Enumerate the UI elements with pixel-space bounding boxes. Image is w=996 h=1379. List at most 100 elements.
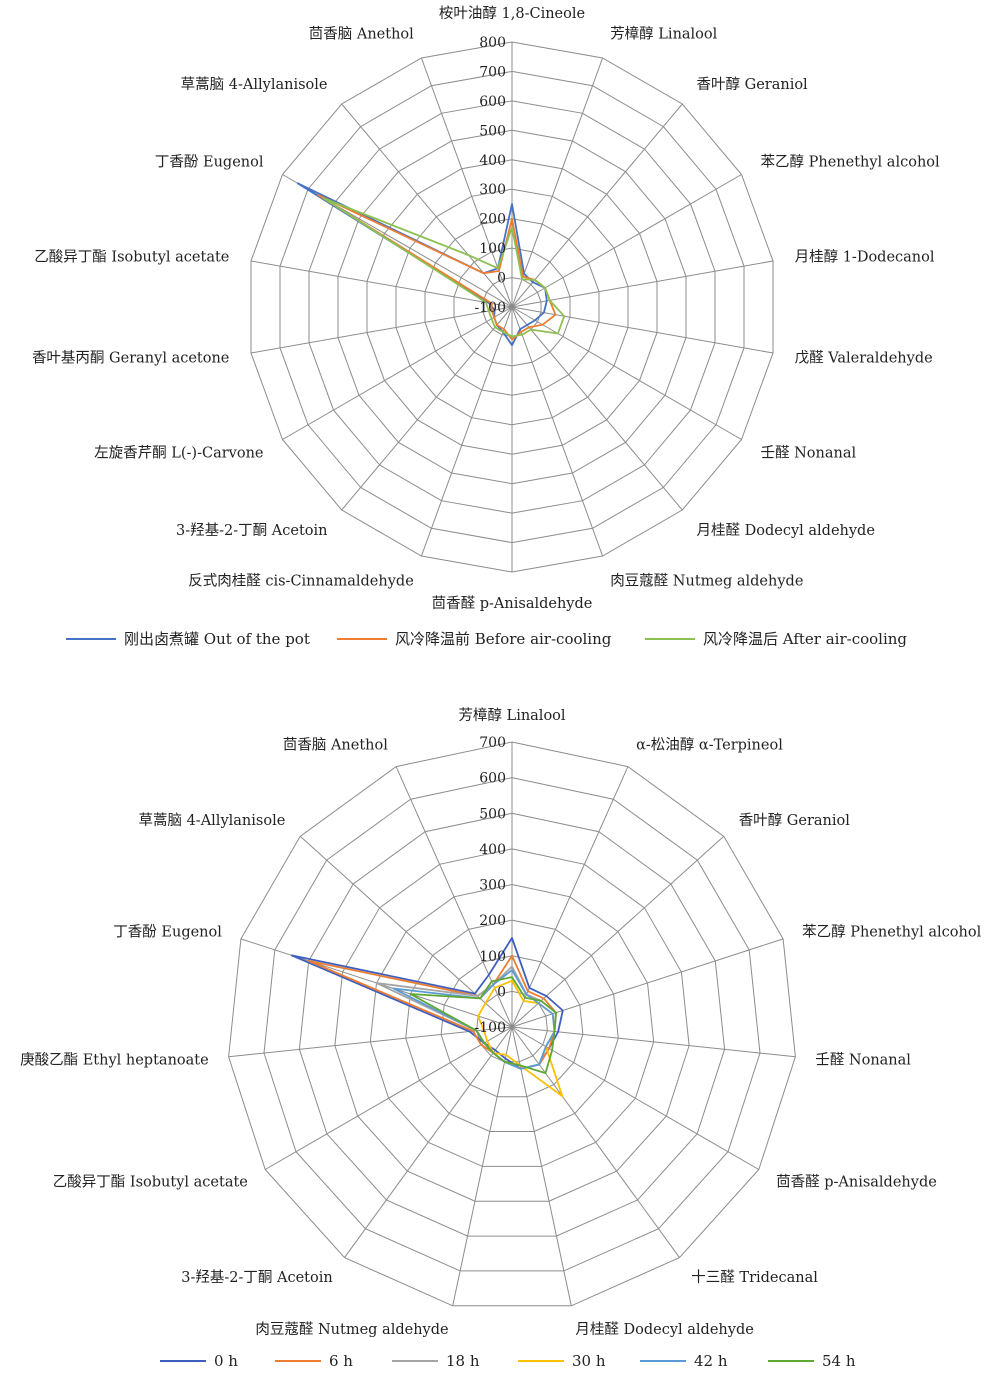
radial-tick-label: 500 xyxy=(479,806,506,822)
category-label: 苯乙醇 Phenethyl alcohol xyxy=(802,924,982,941)
category-label: 肉豆蔻醛 Nutmeg aldehyde xyxy=(255,1321,448,1338)
radial-tick-label: 600 xyxy=(479,94,506,110)
axis-spoke xyxy=(511,1026,760,1170)
category-label: 乙酸异丁酯 Isobutyl acetate xyxy=(34,249,229,266)
category-label: 草蒿脑 4-Allylanisole xyxy=(138,812,285,829)
axis-spoke xyxy=(511,1026,572,1306)
axis-spoke xyxy=(511,260,774,308)
category-label: 反式肉桂醛 cis-Cinnamaldehyde xyxy=(188,573,414,590)
legend-label: 风冷降温前 Before air-cooling xyxy=(395,630,612,648)
radial-tick-label: 700 xyxy=(479,735,506,751)
legend-label: 42 h xyxy=(694,1352,728,1370)
axis-spoke xyxy=(511,1026,796,1058)
radial-tick-label: -100 xyxy=(475,300,506,316)
category-label: 3-羟基-2-丁酮 Acetoin xyxy=(181,1269,332,1286)
legend-label: 18 h xyxy=(446,1352,480,1370)
series-line xyxy=(409,976,557,1074)
grid-ring xyxy=(334,848,690,1202)
series-line xyxy=(322,197,566,338)
legend-label: 0 h xyxy=(214,1352,238,1370)
category-label: 香叶醇 Geraniol xyxy=(739,812,851,829)
axis-spoke xyxy=(420,57,513,308)
axis-spoke xyxy=(511,938,784,1028)
category-label: 十三醛 Tridecanal xyxy=(691,1269,818,1286)
category-label: 草蒿脑 4-Allylanisole xyxy=(181,76,328,93)
axis-spoke xyxy=(452,1026,513,1306)
category-label: 芳樟醇 Linalool xyxy=(610,25,717,43)
grid-ring xyxy=(228,741,796,1307)
category-label: 月桂醛 Dodecyl aldehyde xyxy=(575,1321,753,1338)
axis-spoke xyxy=(511,835,725,1028)
category-label: 茴香醛 p-Anisaldehyde xyxy=(432,595,593,612)
legend-label: 30 h xyxy=(572,1352,606,1370)
category-label: 壬醛 Nonanal xyxy=(815,1051,911,1068)
radial-tick-label: 100 xyxy=(479,241,506,257)
category-label: 左旋香芹酮 L(-)-Carvone xyxy=(94,445,263,462)
grid-ring xyxy=(369,883,655,1167)
radial-tick-label: 0 xyxy=(497,271,506,287)
radial-tick-label: 300 xyxy=(479,182,506,198)
radial-tick-label: 700 xyxy=(479,64,506,80)
category-label: 月桂醛 Dodecyl aldehyde xyxy=(697,522,875,539)
axis-spoke xyxy=(511,1026,680,1258)
category-label: 苯乙醇 Phenethyl alcohol xyxy=(761,154,941,171)
radial-tick-label: 200 xyxy=(479,212,506,228)
category-label: 庚酸乙酯 Ethyl heptanoate xyxy=(20,1051,209,1068)
axis-spoke xyxy=(511,306,683,511)
radial-tick-label: -100 xyxy=(475,1020,506,1036)
axis-spoke xyxy=(511,57,604,308)
category-label: 芳樟醇 Linalool xyxy=(458,706,565,724)
category-label: 戊醛 Valeraldehyde xyxy=(795,350,933,367)
category-label: 香叶基丙酮 Geranyl acetone xyxy=(32,350,229,367)
radial-tick-label: 0 xyxy=(497,984,506,1000)
axis-spoke xyxy=(511,306,604,557)
radial-tick-label: 300 xyxy=(479,878,506,894)
series-line xyxy=(296,182,548,347)
category-label: 月桂醇 1-Dodecanol xyxy=(795,249,935,266)
grid-ring xyxy=(298,812,726,1237)
series-line xyxy=(392,969,556,1070)
category-label: 乙酸异丁酯 Isobutyl acetate xyxy=(53,1174,248,1191)
legend-1: 刚出卤煮罐 Out of the pot 风冷降温前 Before air-coo… xyxy=(66,630,907,648)
category-label: 茴香醛 p-Anisaldehyde xyxy=(776,1174,937,1191)
category-label: 丁香酚 Eugenol xyxy=(155,154,264,171)
radial-tick-label: 800 xyxy=(479,35,506,51)
radial-tick-label: 400 xyxy=(479,153,506,169)
category-label: 桉叶油醇 1,8-Cineole xyxy=(439,5,585,22)
radial-tick-label: 200 xyxy=(479,913,506,929)
grid-ring xyxy=(263,777,761,1272)
axis-spoke xyxy=(511,174,742,308)
grid-ring xyxy=(405,919,619,1132)
radial-tick-label: 500 xyxy=(479,123,506,139)
radar-chart-1: -100 0 100 200 300 400 500 600 700 800 桉叶油醇 1,8-Ci… xyxy=(32,5,940,612)
axis-spoke xyxy=(511,103,683,308)
category-label: 肉豆蔻醛 Nutmeg aldehyde xyxy=(610,573,803,590)
axis-spoke xyxy=(250,306,513,354)
axis-spoke xyxy=(341,306,513,511)
radial-tick-label: 400 xyxy=(479,842,506,858)
axis-spoke xyxy=(264,1026,513,1170)
axis-spoke xyxy=(511,766,629,1028)
axis-spoke xyxy=(282,306,513,440)
category-label: α-松油醇 α-Terpineol xyxy=(636,737,783,754)
axis-spoke xyxy=(250,260,513,308)
legend-2: 0 h 6 h 18 h 30 h 42 h 54 h xyxy=(160,1352,856,1370)
legend-label: 刚出卤煮罐 Out of the pot xyxy=(124,630,310,648)
category-label: 茴香脑 Anethol xyxy=(309,26,414,43)
legend-label: 风冷降温后 After air-cooling xyxy=(703,630,907,648)
axis-spoke xyxy=(511,306,742,440)
axis-spoke xyxy=(395,766,513,1028)
category-label: 壬醛 Nonanal xyxy=(761,445,857,462)
radial-tick-label: 100 xyxy=(479,949,506,965)
axis-spoke xyxy=(228,1026,513,1058)
category-label: 3-羟基-2-丁酮 Acetoin xyxy=(176,522,327,539)
legend-label: 6 h xyxy=(329,1352,353,1370)
category-label: 丁香酚 Eugenol xyxy=(113,924,222,941)
category-label: 香叶醇 Geraniol xyxy=(697,76,809,93)
category-label: 茴香脑 Anethol xyxy=(283,737,388,754)
radar-chart-2: -100 0 100 200 300 400 500 600 700 芳樟醇 Linalool α-… xyxy=(20,706,982,1338)
axis-spoke xyxy=(344,1026,513,1258)
legend-label: 54 h xyxy=(822,1352,856,1370)
axis-spoke xyxy=(420,306,513,557)
